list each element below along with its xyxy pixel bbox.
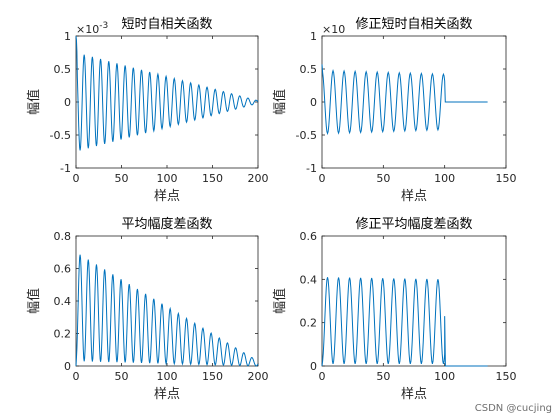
x-axis-label: 样点 bbox=[401, 189, 427, 204]
y-tick-label: 0.6 bbox=[54, 263, 72, 276]
y-tick-label: 0.5 bbox=[54, 63, 72, 76]
y-tick-label: 0.4 bbox=[300, 273, 318, 286]
x-tick-label: 150 bbox=[496, 172, 517, 185]
y-tick-label: 1 bbox=[310, 30, 317, 43]
x-tick-label: 100 bbox=[157, 370, 178, 383]
x-tick-label: 0 bbox=[319, 172, 326, 185]
axis-exponent-label: ×10 bbox=[322, 23, 345, 36]
x-tick-label: 100 bbox=[434, 172, 455, 185]
series-line bbox=[75, 35, 259, 151]
y-tick-label: 0.4 bbox=[54, 295, 72, 308]
x-axis-label: 样点 bbox=[154, 387, 180, 402]
chart-title: 修正短时自相关函数 bbox=[355, 17, 472, 32]
x-tick-label: 100 bbox=[157, 172, 178, 185]
chart-title: 平均幅度差函数 bbox=[121, 216, 212, 232]
x-tick-label: 100 bbox=[434, 370, 455, 383]
x-axis-label: 样点 bbox=[401, 387, 427, 402]
x-tick-label: 50 bbox=[376, 172, 390, 185]
x-tick-label: 0 bbox=[319, 370, 326, 383]
x-tick-label: 150 bbox=[496, 370, 517, 383]
y-tick-label: 0 bbox=[310, 96, 317, 109]
y-axis-label: 幅值 bbox=[272, 288, 288, 314]
y-tick-label: 0.2 bbox=[300, 317, 318, 330]
y-tick-label: 0 bbox=[310, 360, 317, 373]
y-tick-label: 0.2 bbox=[54, 328, 72, 341]
series-line bbox=[321, 64, 488, 136]
y-tick-label: 0 bbox=[64, 360, 71, 373]
x-tick-label: 0 bbox=[73, 370, 80, 383]
series-line bbox=[75, 254, 259, 367]
y-tick-label: -0.5 bbox=[50, 129, 71, 142]
y-axis-label: 幅值 bbox=[272, 89, 288, 115]
y-axis-label: 幅值 bbox=[26, 288, 42, 314]
y-axis-label: 幅值 bbox=[26, 89, 42, 115]
series-line bbox=[321, 277, 488, 367]
y-tick-label: -1 bbox=[306, 162, 317, 175]
x-tick-label: 150 bbox=[202, 370, 223, 383]
x-tick-label: 200 bbox=[248, 370, 269, 383]
y-tick-label: 0.6 bbox=[300, 230, 318, 243]
chart-title: 修正平均幅度差函数 bbox=[355, 216, 472, 232]
y-tick-label: 0.5 bbox=[300, 63, 318, 76]
y-tick-label: 1 bbox=[64, 30, 71, 43]
x-tick-label: 50 bbox=[115, 172, 129, 185]
x-tick-label: 150 bbox=[202, 172, 223, 185]
x-tick-label: 50 bbox=[115, 370, 129, 383]
y-tick-label: 0 bbox=[64, 96, 71, 109]
y-tick-label: -0.5 bbox=[296, 129, 317, 142]
x-tick-label: 50 bbox=[376, 370, 390, 383]
x-tick-label: 200 bbox=[248, 172, 269, 185]
axis-exponent-label: ×10-3 bbox=[76, 21, 108, 36]
chart-title: 短时自相关函数 bbox=[121, 17, 212, 32]
y-tick-label: -1 bbox=[60, 162, 71, 175]
watermark-text: CSDN @cucjing bbox=[474, 403, 552, 414]
x-axis-label: 样点 bbox=[154, 189, 180, 204]
x-tick-label: 0 bbox=[73, 172, 80, 185]
y-tick-label: 0.8 bbox=[54, 230, 72, 243]
axes-box bbox=[75, 35, 259, 169]
